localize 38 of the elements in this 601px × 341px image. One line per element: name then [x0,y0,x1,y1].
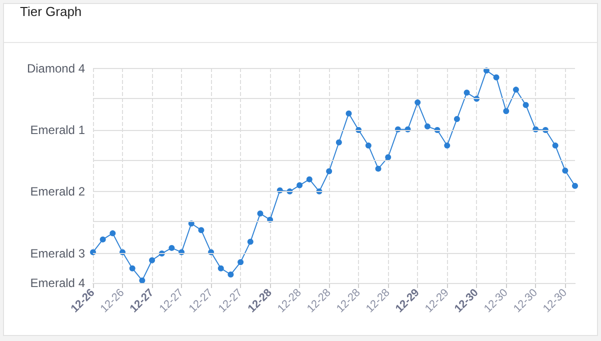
point [385,154,392,160]
point [306,176,312,182]
point [424,123,430,130]
ref-line-label: Emerald 3 [30,246,86,260]
point [346,110,352,116]
ref-line-label: Emerald 1 [30,123,86,138]
point [493,74,500,80]
point [454,116,460,122]
point [149,257,156,264]
point [336,139,342,146]
point [198,227,204,234]
point [218,265,224,272]
ref-line-label: Diamond 4 [26,61,86,76]
point [365,142,372,149]
point [414,99,421,106]
point [129,265,136,272]
point [257,210,264,217]
ref-line-label: Emerald 4 [30,276,86,290]
point [326,168,332,174]
point [247,238,254,245]
point [228,272,234,278]
point [238,259,244,266]
point [110,230,116,236]
ref-line-label: Emerald 2 [30,184,86,199]
point [139,277,146,284]
point [444,142,450,149]
point [562,168,568,174]
point [552,142,558,149]
chart-title: Tier Graph [4,4,597,43]
point [503,108,510,114]
point [296,182,303,188]
point [375,166,382,172]
point [522,102,529,108]
point [168,244,175,251]
point [464,90,470,96]
point [572,182,578,189]
point [512,86,519,93]
point [100,236,106,242]
